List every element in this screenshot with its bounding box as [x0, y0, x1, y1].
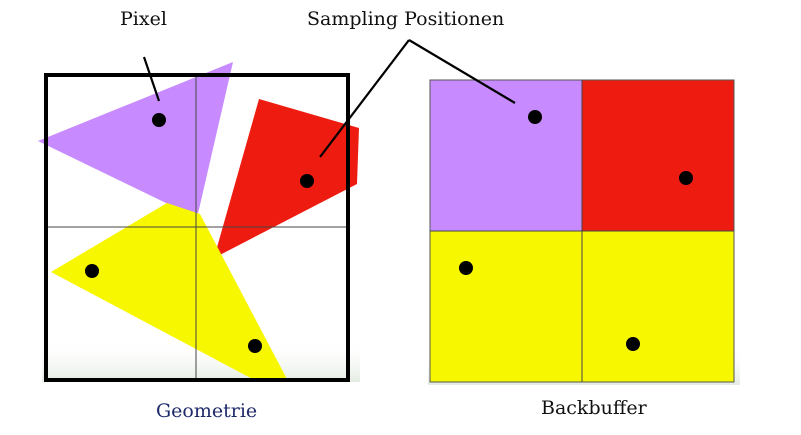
backbuffer-panel	[428, 79, 740, 385]
pixel-frame	[44, 73, 350, 382]
backbuffer-pixel-yellow	[430, 231, 582, 382]
sample-dot	[679, 171, 693, 185]
sample-dot	[528, 110, 542, 124]
sample-dot	[152, 113, 166, 127]
sample-dot	[248, 339, 262, 353]
red-triangle	[214, 99, 359, 258]
sample-dot	[626, 337, 640, 351]
sampling-positions-label: Sampling Positionen	[307, 8, 505, 30]
sampling-leader-line-left	[319, 39, 410, 158]
backbuffer-pixel-yellow	[582, 231, 734, 382]
pixel-leader-line	[142, 56, 161, 102]
geometry-panel	[38, 62, 360, 382]
pixel-label: Pixel	[120, 8, 167, 30]
sample-dot	[85, 264, 99, 278]
sample-dot	[300, 174, 314, 188]
backbuffer-border	[429, 79, 735, 383]
sample-dot	[459, 261, 473, 275]
backbuffer-caption: Backbuffer	[541, 397, 647, 419]
backbuffer-pixel-red	[582, 80, 734, 231]
geometry-caption: Geometrie	[156, 400, 258, 422]
backbuffer-pixel-purple	[430, 80, 582, 231]
purple-triangle	[38, 62, 233, 218]
sampling-leader-line-right	[408, 39, 516, 104]
yellow-triangle	[51, 203, 288, 382]
leader-lines	[142, 39, 516, 158]
